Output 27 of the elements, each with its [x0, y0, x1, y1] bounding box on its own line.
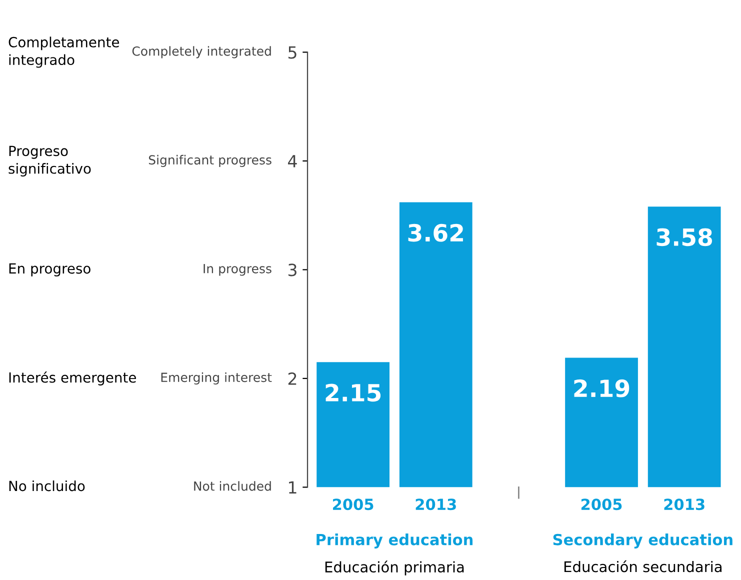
text: Not included — [194, 481, 271, 491]
y-tick-label: 1 — [289, 481, 296, 494]
x-tick-label: 2013 — [664, 498, 704, 510]
text: Secondary education — [553, 534, 732, 548]
text: Educación secundaria — [564, 560, 722, 572]
data-label: 2.19 — [574, 379, 630, 398]
x-tick-label: 2005 — [581, 498, 622, 510]
x-tick-label: 2013 — [416, 498, 456, 510]
y-tick-label: 5 — [288, 46, 296, 59]
text: No incluido — [9, 480, 85, 492]
data-label: 3.58 — [656, 228, 712, 246]
x-tick-label: 2005 — [333, 498, 374, 510]
text: En progreso — [9, 263, 90, 276]
data-label: 2.15 — [326, 384, 381, 402]
y-tick-label: 2 — [288, 372, 296, 385]
text: Emerging interest — [161, 372, 272, 384]
text: Completamente integrado — [8, 36, 120, 68]
text: Primary education — [316, 534, 473, 548]
y-tick-label: 4 — [288, 155, 297, 168]
text: Completely integrated — [132, 46, 271, 58]
text: Progreso significativo — [8, 146, 91, 177]
text: Significant progress — [148, 154, 272, 167]
text: Interés emergente — [9, 371, 136, 386]
text: In progress — [204, 264, 272, 276]
text: Educación primaria — [325, 560, 464, 576]
y-tick-label: 3 — [288, 264, 296, 276]
data-label: 3.62 — [408, 224, 463, 242]
